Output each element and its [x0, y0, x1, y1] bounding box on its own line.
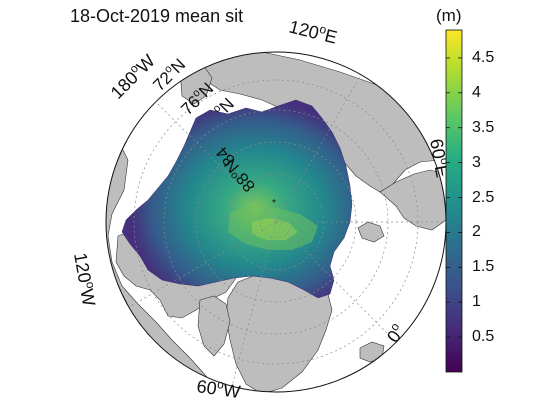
map-title: 18-Oct-2019 mean sit [70, 6, 244, 26]
colorbar [445, 29, 463, 373]
lon-label-60W: 60oW [195, 374, 241, 402]
colorbar-tick-label: 3.5 [472, 118, 495, 136]
thick-ice-patch [228, 206, 318, 250]
colorbar-tick-label: 4.5 [472, 48, 495, 66]
lon-label-120E: 120oE [287, 15, 340, 48]
colorbar-tick-label: 4 [472, 83, 481, 101]
land-baffin [197, 295, 231, 357]
colorbar-tick-label: 0.5 [472, 328, 495, 346]
lon-label-120W: 120oW [70, 251, 101, 308]
graticule [128, 74, 446, 387]
colorbar-tick-label: 2 [472, 223, 481, 241]
colorbar-tick-label: 1 [472, 293, 481, 311]
pole-marker: * [272, 198, 276, 209]
colorbar-unit-label: (m) [436, 6, 462, 25]
land-scandinavia [379, 169, 446, 231]
colorbar-tick-label: 2.5 [472, 188, 495, 206]
colorbar-tick-label: 3 [472, 153, 481, 171]
colorbar-ticks [446, 57, 462, 338]
lon-label-180W: 180oW [105, 49, 159, 103]
thick-ice-core [252, 218, 298, 240]
colorbar-tick-label: 1.5 [472, 258, 495, 276]
